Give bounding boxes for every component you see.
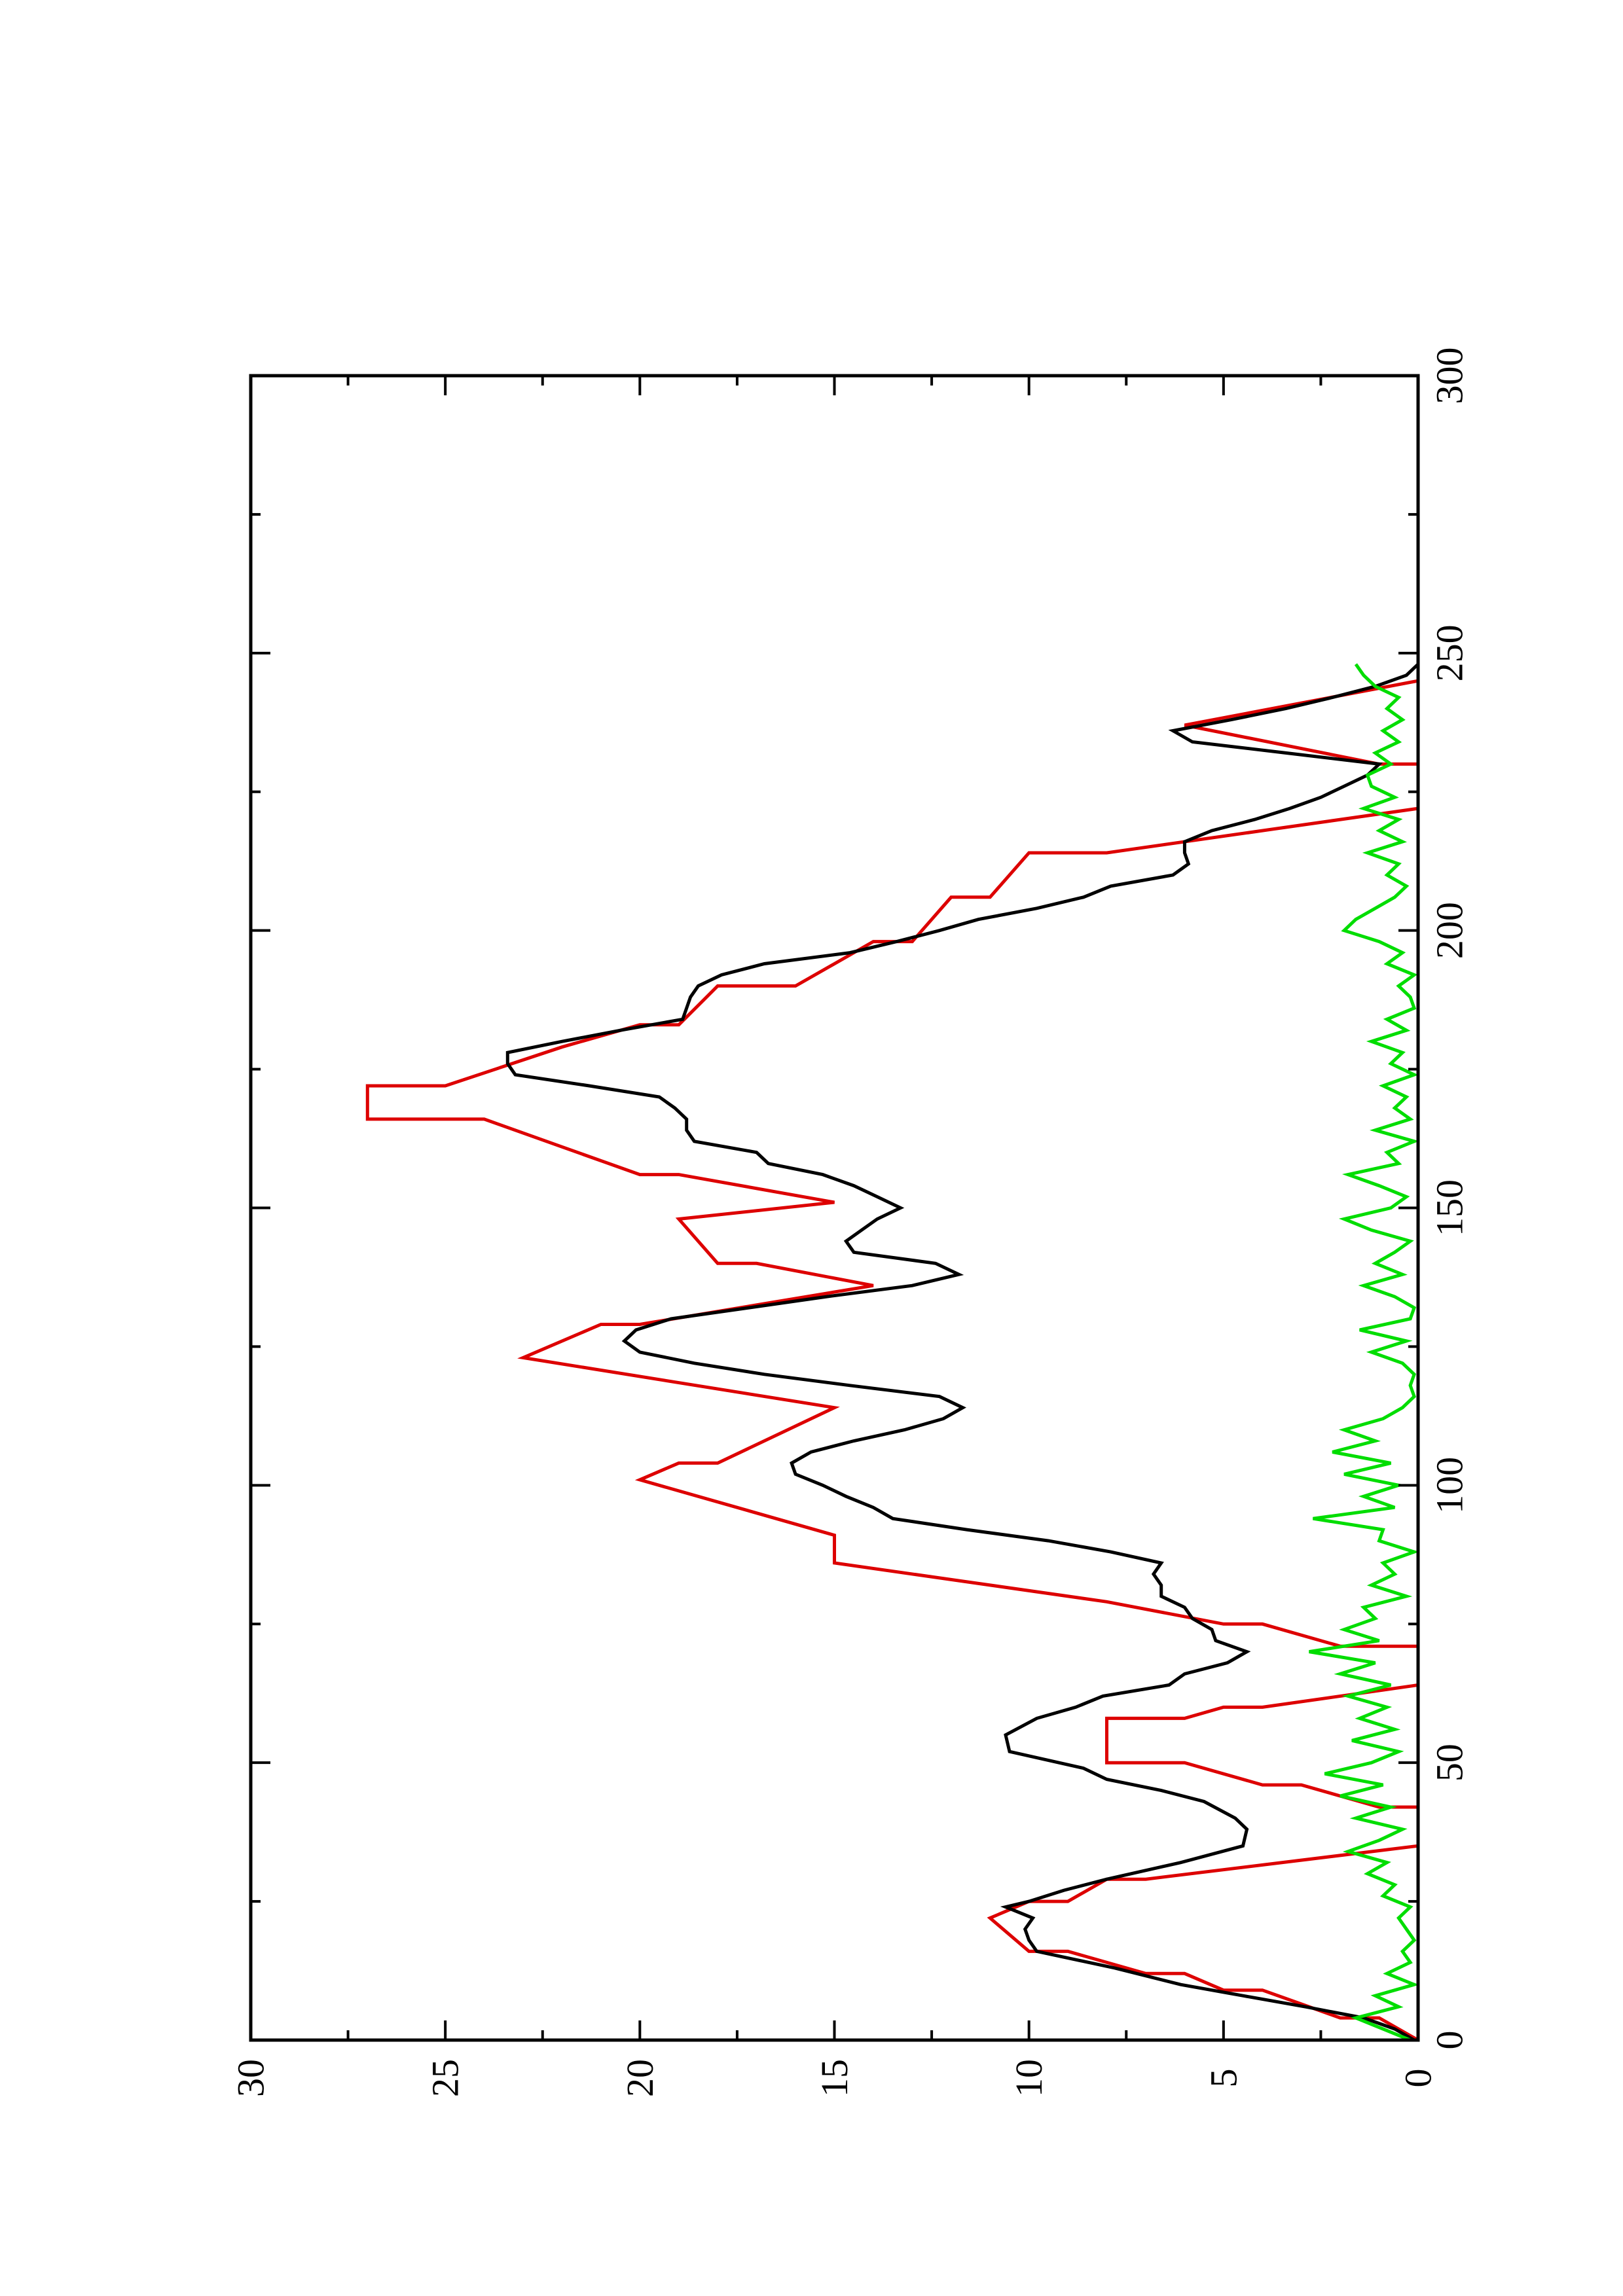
x-axis: 0 50 100 150 200 250 300 xyxy=(251,348,1471,2050)
y-tick-label: 0 xyxy=(1397,2069,1440,2088)
series-line-3 xyxy=(1309,663,1419,2042)
y-tick-label: 25 xyxy=(424,2059,467,2097)
series-group xyxy=(365,662,1420,2042)
x-tick-label: 200 xyxy=(1429,902,1471,959)
y-tick-label: 30 xyxy=(230,2059,272,2097)
x-tick-label: 250 xyxy=(1429,624,1471,681)
y-tick-label: 10 xyxy=(1008,2059,1050,2097)
x-tick-label: 100 xyxy=(1429,1457,1471,1514)
series-line-1 xyxy=(365,679,1420,2042)
plot-frame xyxy=(249,374,1420,2042)
x-tick-label: 300 xyxy=(1429,348,1471,404)
x-tick-label: 50 xyxy=(1429,1744,1471,1782)
x-tick-label: 0 xyxy=(1429,2031,1471,2050)
y-tick-label: 20 xyxy=(619,2059,661,2097)
y-tick-label: 15 xyxy=(813,2059,856,2097)
y-tick-label: 5 xyxy=(1202,2069,1245,2088)
y-axis: 0 5 10 15 20 25 30 xyxy=(230,376,1440,2097)
series-line-2 xyxy=(505,662,1419,2042)
x-tick-label: 150 xyxy=(1429,1179,1471,1236)
